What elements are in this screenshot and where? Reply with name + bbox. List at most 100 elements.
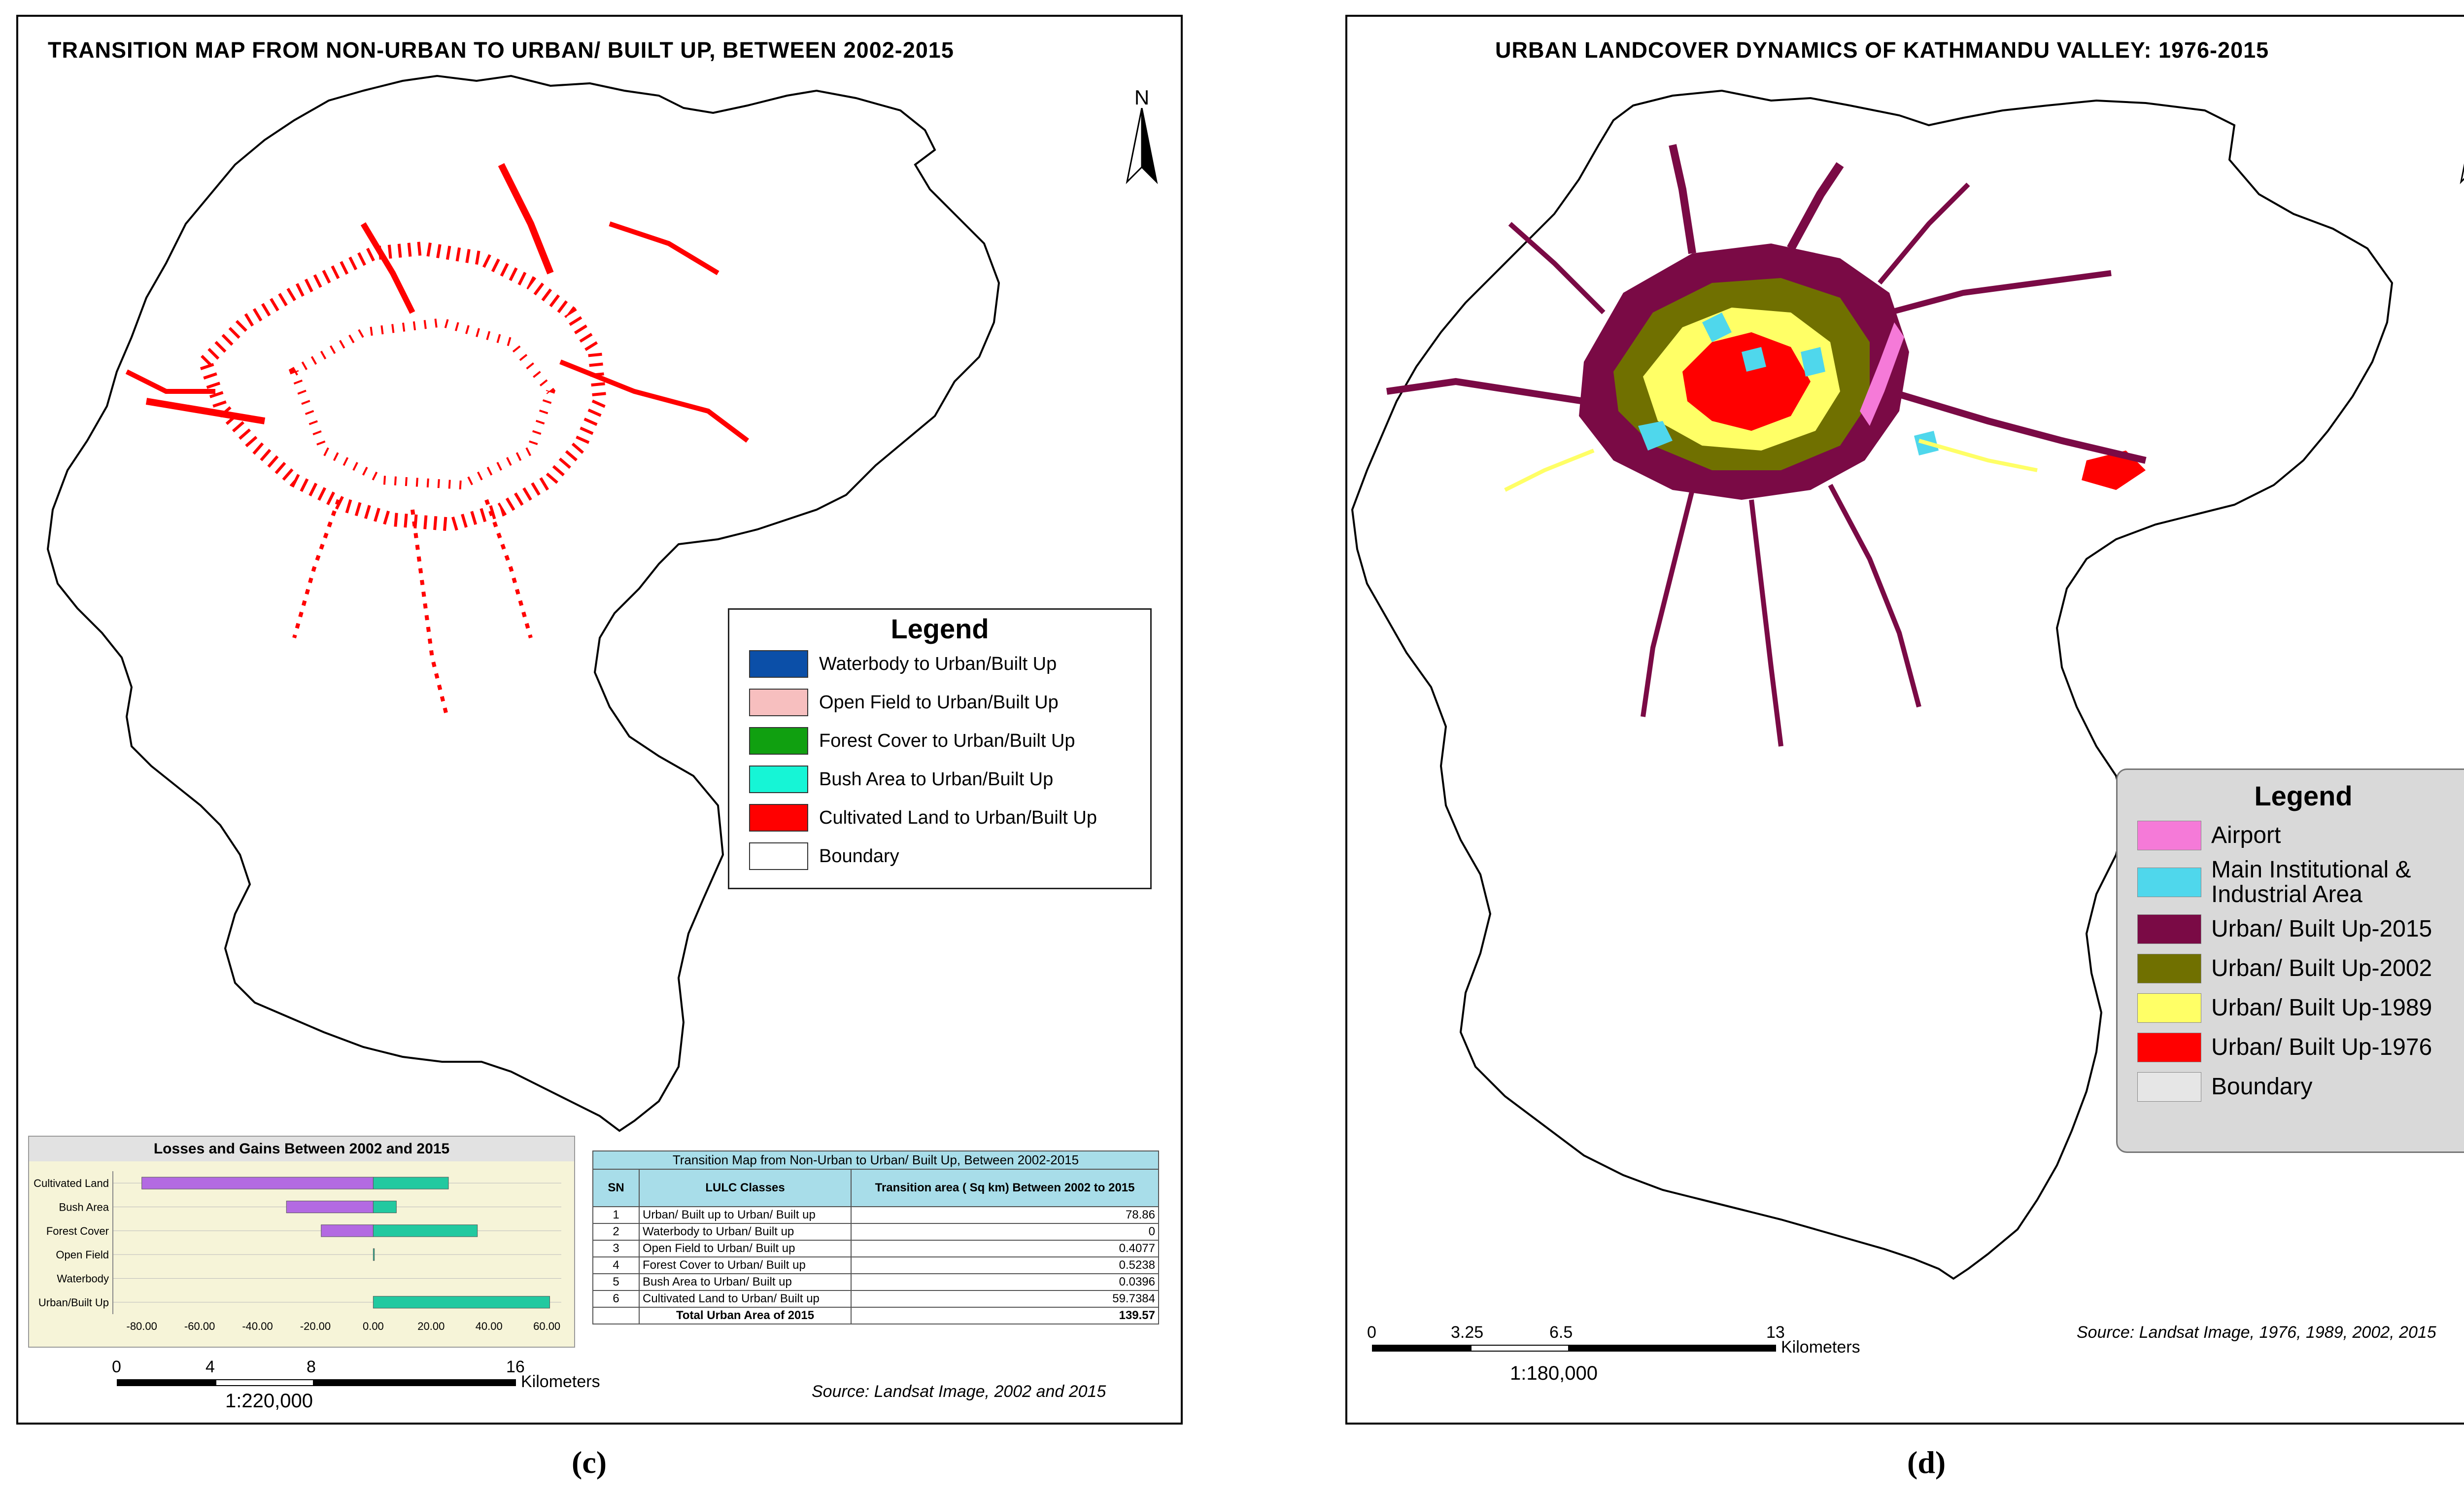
urban-dynamics-map — [1351, 89, 2394, 1280]
chart-category-label: Bush Area — [59, 1201, 109, 1214]
chart-bar — [373, 1200, 397, 1214]
north-arrow-c: N — [1122, 86, 1162, 184]
legend-swatch — [2137, 1033, 2201, 1062]
scale-segment — [314, 1379, 516, 1386]
panel-label-c: (c) — [572, 1445, 607, 1480]
legend-swatch — [2137, 954, 2201, 983]
scale-tick: 0 — [112, 1358, 121, 1376]
scale-segment — [1569, 1345, 1776, 1352]
chart-tick-label: 20.00 — [417, 1320, 445, 1332]
scale-tick: 4 — [205, 1358, 215, 1376]
table-cell: 78.86 — [851, 1206, 1159, 1224]
legend-item: Main Institutional & Industrial Area — [2118, 855, 2464, 909]
legend-item: Airport — [2118, 816, 2464, 855]
legend-swatch — [2137, 914, 2201, 944]
legend-swatch — [749, 842, 808, 870]
table-cell: Urban/ Built up to Urban/ Built up — [638, 1206, 852, 1224]
north-arrow-d: N — [2456, 86, 2464, 184]
chart-tick-label: 60.00 — [533, 1320, 560, 1332]
legend-label: Urban/ Built Up-1989 — [2211, 994, 2432, 1021]
panel-label-d: (d) — [1907, 1445, 1946, 1480]
legend-item: Cultivated Land to Urban/Built Up — [729, 799, 1150, 837]
map-panel-d: URBAN LANDCOVER DYNAMICS OF KATHMANDU VA… — [1345, 15, 2464, 1425]
table-cell: 0.0396 — [851, 1273, 1159, 1291]
table-cell: Bush Area to Urban/ Built up — [638, 1273, 852, 1291]
scale-tick: 16 — [506, 1358, 525, 1376]
legend-swatch — [749, 804, 808, 832]
table-header-area: Transition area ( Sq km) Between 2002 to… — [851, 1169, 1159, 1207]
table-cell: 6 — [592, 1290, 640, 1308]
legend-label: Boundary — [2211, 1073, 2313, 1100]
table-caption: Transition Map from Non-Urban to Urban/ … — [592, 1150, 1159, 1170]
legend-swatch — [749, 727, 808, 755]
legend-item: Waterbody to Urban/Built Up — [729, 645, 1150, 683]
chart-bar — [373, 1177, 449, 1189]
scale-unit: Kilometers — [521, 1372, 600, 1391]
table-row: 5 Bush Area to Urban/ Built up 0.0396 — [592, 1273, 1159, 1291]
table-row: 1 Urban/ Built up to Urban/ Built up 78.86 — [592, 1206, 1159, 1224]
legend-label: Urban/ Built Up-2015 — [2211, 915, 2432, 942]
table-header-class: LULC Classes — [638, 1169, 852, 1207]
chart-tick-label: 0.00 — [363, 1320, 384, 1332]
chart-tick-label: -80.00 — [127, 1320, 157, 1332]
legend-item: Forest Cover to Urban/Built Up — [729, 722, 1150, 760]
chart-category-label: Waterbody — [57, 1273, 109, 1285]
legend-item: Boundary — [2118, 1067, 2464, 1107]
table-total-value: 139.57 — [851, 1307, 1159, 1324]
chart-plot: Cultivated Land Bush Area Forest Cover Open… — [34, 1171, 561, 1332]
table-cell: 2 — [592, 1223, 640, 1241]
scale-tick: 0 — [1367, 1323, 1376, 1342]
urban-transition-core-c — [125, 163, 749, 717]
valley-boundary-c — [46, 74, 1000, 1132]
table-total-row: Total Urban Area of 2015 139.57 — [592, 1307, 1159, 1324]
chart-title: Losses and Gains Between 2002 and 2015 — [29, 1137, 574, 1161]
chart-bar — [141, 1177, 374, 1189]
table-cell: Cultivated Land to Urban/ Built up — [638, 1290, 852, 1308]
legend-swatch — [749, 650, 808, 678]
table-cell — [592, 1307, 640, 1324]
legend-label: Airport — [2211, 822, 2281, 848]
chart-bar — [286, 1200, 374, 1214]
legend-swatch — [2137, 993, 2201, 1023]
legend-c: Legend Waterbody to Urban/Built Up Open … — [728, 608, 1152, 889]
transition-map — [46, 74, 1000, 1132]
north-label: N — [2456, 86, 2464, 109]
legend-label: Boundary — [819, 845, 899, 867]
legend-item: Urban/ Built Up-2002 — [2118, 949, 2464, 988]
map-panel-c: TRANSITION MAP FROM NON-URBAN TO URBAN/ … — [16, 15, 1183, 1425]
table-row: 2 Waterbody to Urban/ Built up 0 — [592, 1223, 1159, 1241]
table-cell: Open Field to Urban/ Built up — [638, 1240, 852, 1257]
legend-item: Bush Area to Urban/Built Up — [729, 760, 1150, 799]
north-label: N — [1134, 86, 1150, 109]
legend-label: Cultivated Land to Urban/Built Up — [819, 807, 1097, 828]
chart-bar — [373, 1248, 375, 1261]
legend-label: Waterbody to Urban/Built Up — [819, 653, 1057, 674]
legend-item: Boundary — [729, 837, 1150, 875]
chart-category-label: Forest Cover — [46, 1225, 109, 1237]
chart-tick-label: 40.00 — [476, 1320, 503, 1332]
legend-label: Main Institutional & Industrial Area — [2211, 856, 2411, 907]
legend-item: Urban/ Built Up-1989 — [2118, 988, 2464, 1028]
table-header-sn: SN — [592, 1169, 640, 1207]
table-row: 6 Cultivated Land to Urban/ Built up 59.73… — [592, 1290, 1159, 1308]
legend-label: Forest Cover to Urban/Built Up — [819, 730, 1075, 751]
legend-swatch — [749, 689, 808, 716]
chart-tick-label: -40.00 — [242, 1320, 273, 1332]
north-arrow-icon — [2460, 163, 2464, 184]
legend-label: Urban/ Built Up-1976 — [2211, 1034, 2432, 1060]
chart-bar — [373, 1224, 478, 1237]
legend-label: Bush Area to Urban/Built Up — [819, 768, 1054, 790]
losses-gains-chart: Losses and Gains Between 2002 and 2015 C… — [28, 1136, 575, 1348]
legend-swatch — [2137, 1072, 2201, 1102]
legend-label: Urban/ Built Up-2002 — [2211, 955, 2432, 981]
legend-item: Urban/ Built Up-1976 — [2118, 1028, 2464, 1067]
table-cell: Waterbody to Urban/ Built up — [638, 1223, 852, 1241]
table-cell: 0.5238 — [851, 1256, 1159, 1274]
chart-bar — [321, 1224, 374, 1237]
scale-segment — [117, 1379, 215, 1386]
scale-segment — [1372, 1345, 1471, 1352]
table-total-label: Total Urban Area of 2015 — [638, 1307, 852, 1324]
scale-tick: 13 — [1766, 1323, 1785, 1342]
scale-segment — [1471, 1345, 1569, 1352]
map-title-c: TRANSITION MAP FROM NON-URBAN TO URBAN/ … — [48, 37, 954, 63]
